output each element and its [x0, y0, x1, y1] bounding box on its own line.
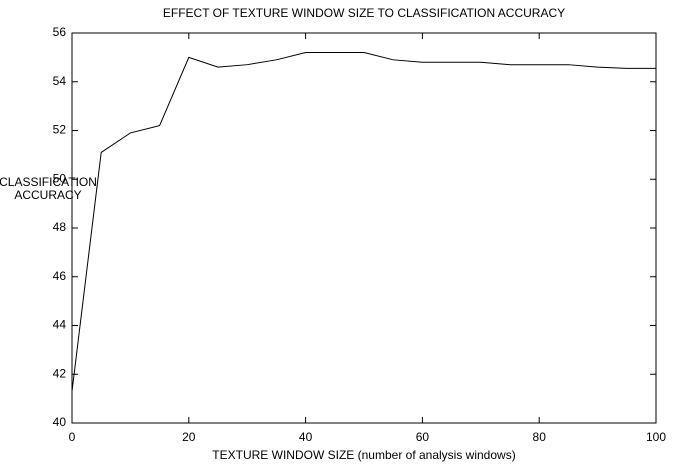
x-tick-label: 40: [299, 430, 313, 444]
y-tick-label: 50: [53, 171, 67, 185]
y-tick-label: 56: [53, 25, 67, 39]
y-axis-label: ACCURACY: [14, 188, 81, 202]
x-tick-label: 80: [533, 430, 547, 444]
chart-title: EFFECT OF TEXTURE WINDOW SIZE TO CLASSIF…: [163, 6, 565, 20]
data-line: [71, 52, 656, 392]
y-tick-label: 40: [53, 415, 67, 429]
y-tick-label: 46: [53, 269, 67, 283]
x-axis-label: TEXTURE WINDOW SIZE (number of analysis …: [212, 448, 515, 462]
y-tick-label: 44: [53, 318, 67, 332]
y-tick-label: 48: [53, 220, 67, 234]
y-axis-label: CLASSIFICATION: [0, 175, 97, 189]
y-tick-label: 52: [53, 123, 67, 137]
plot-frame: [71, 32, 657, 424]
x-tick-label: 60: [416, 430, 430, 444]
x-tick-label: 20: [182, 430, 196, 444]
y-tick-label: 42: [53, 366, 67, 380]
x-tick-label: 100: [646, 430, 666, 444]
y-tick-label: 54: [53, 74, 67, 88]
x-tick-label: 0: [69, 430, 76, 444]
